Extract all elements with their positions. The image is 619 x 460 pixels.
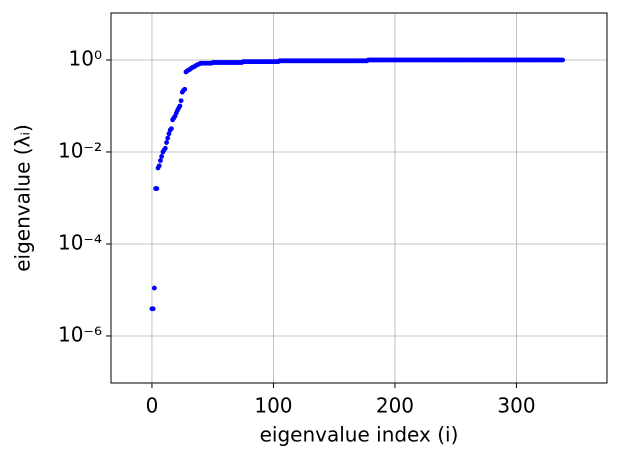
point <box>162 145 168 151</box>
point <box>168 126 174 132</box>
y-tick-label: 10⁻⁴ <box>58 230 102 254</box>
x-tick-label: 0 <box>146 394 159 418</box>
point <box>164 140 169 145</box>
point <box>182 86 188 92</box>
point <box>560 57 566 63</box>
point <box>178 98 184 104</box>
y-axis-label: eigenvalue (λᵢ) <box>11 124 35 272</box>
plot-frame <box>110 12 608 384</box>
x-tick-label: 100 <box>254 394 292 418</box>
x-axis-label: eigenvalue index (i) <box>260 423 459 447</box>
point <box>177 103 183 109</box>
y-tick-label: 10⁻² <box>58 138 102 162</box>
point <box>159 154 165 159</box>
x-tick-label: 300 <box>497 394 535 418</box>
point <box>156 163 162 169</box>
point <box>150 306 156 312</box>
point <box>151 285 157 291</box>
point <box>166 131 172 137</box>
y-tick-label: 10⁻⁶ <box>58 322 102 346</box>
point <box>158 158 163 163</box>
x-tick-label: 200 <box>376 394 414 418</box>
y-tick-label: 10⁰ <box>69 46 102 70</box>
point <box>154 186 160 191</box>
point <box>165 135 171 141</box>
